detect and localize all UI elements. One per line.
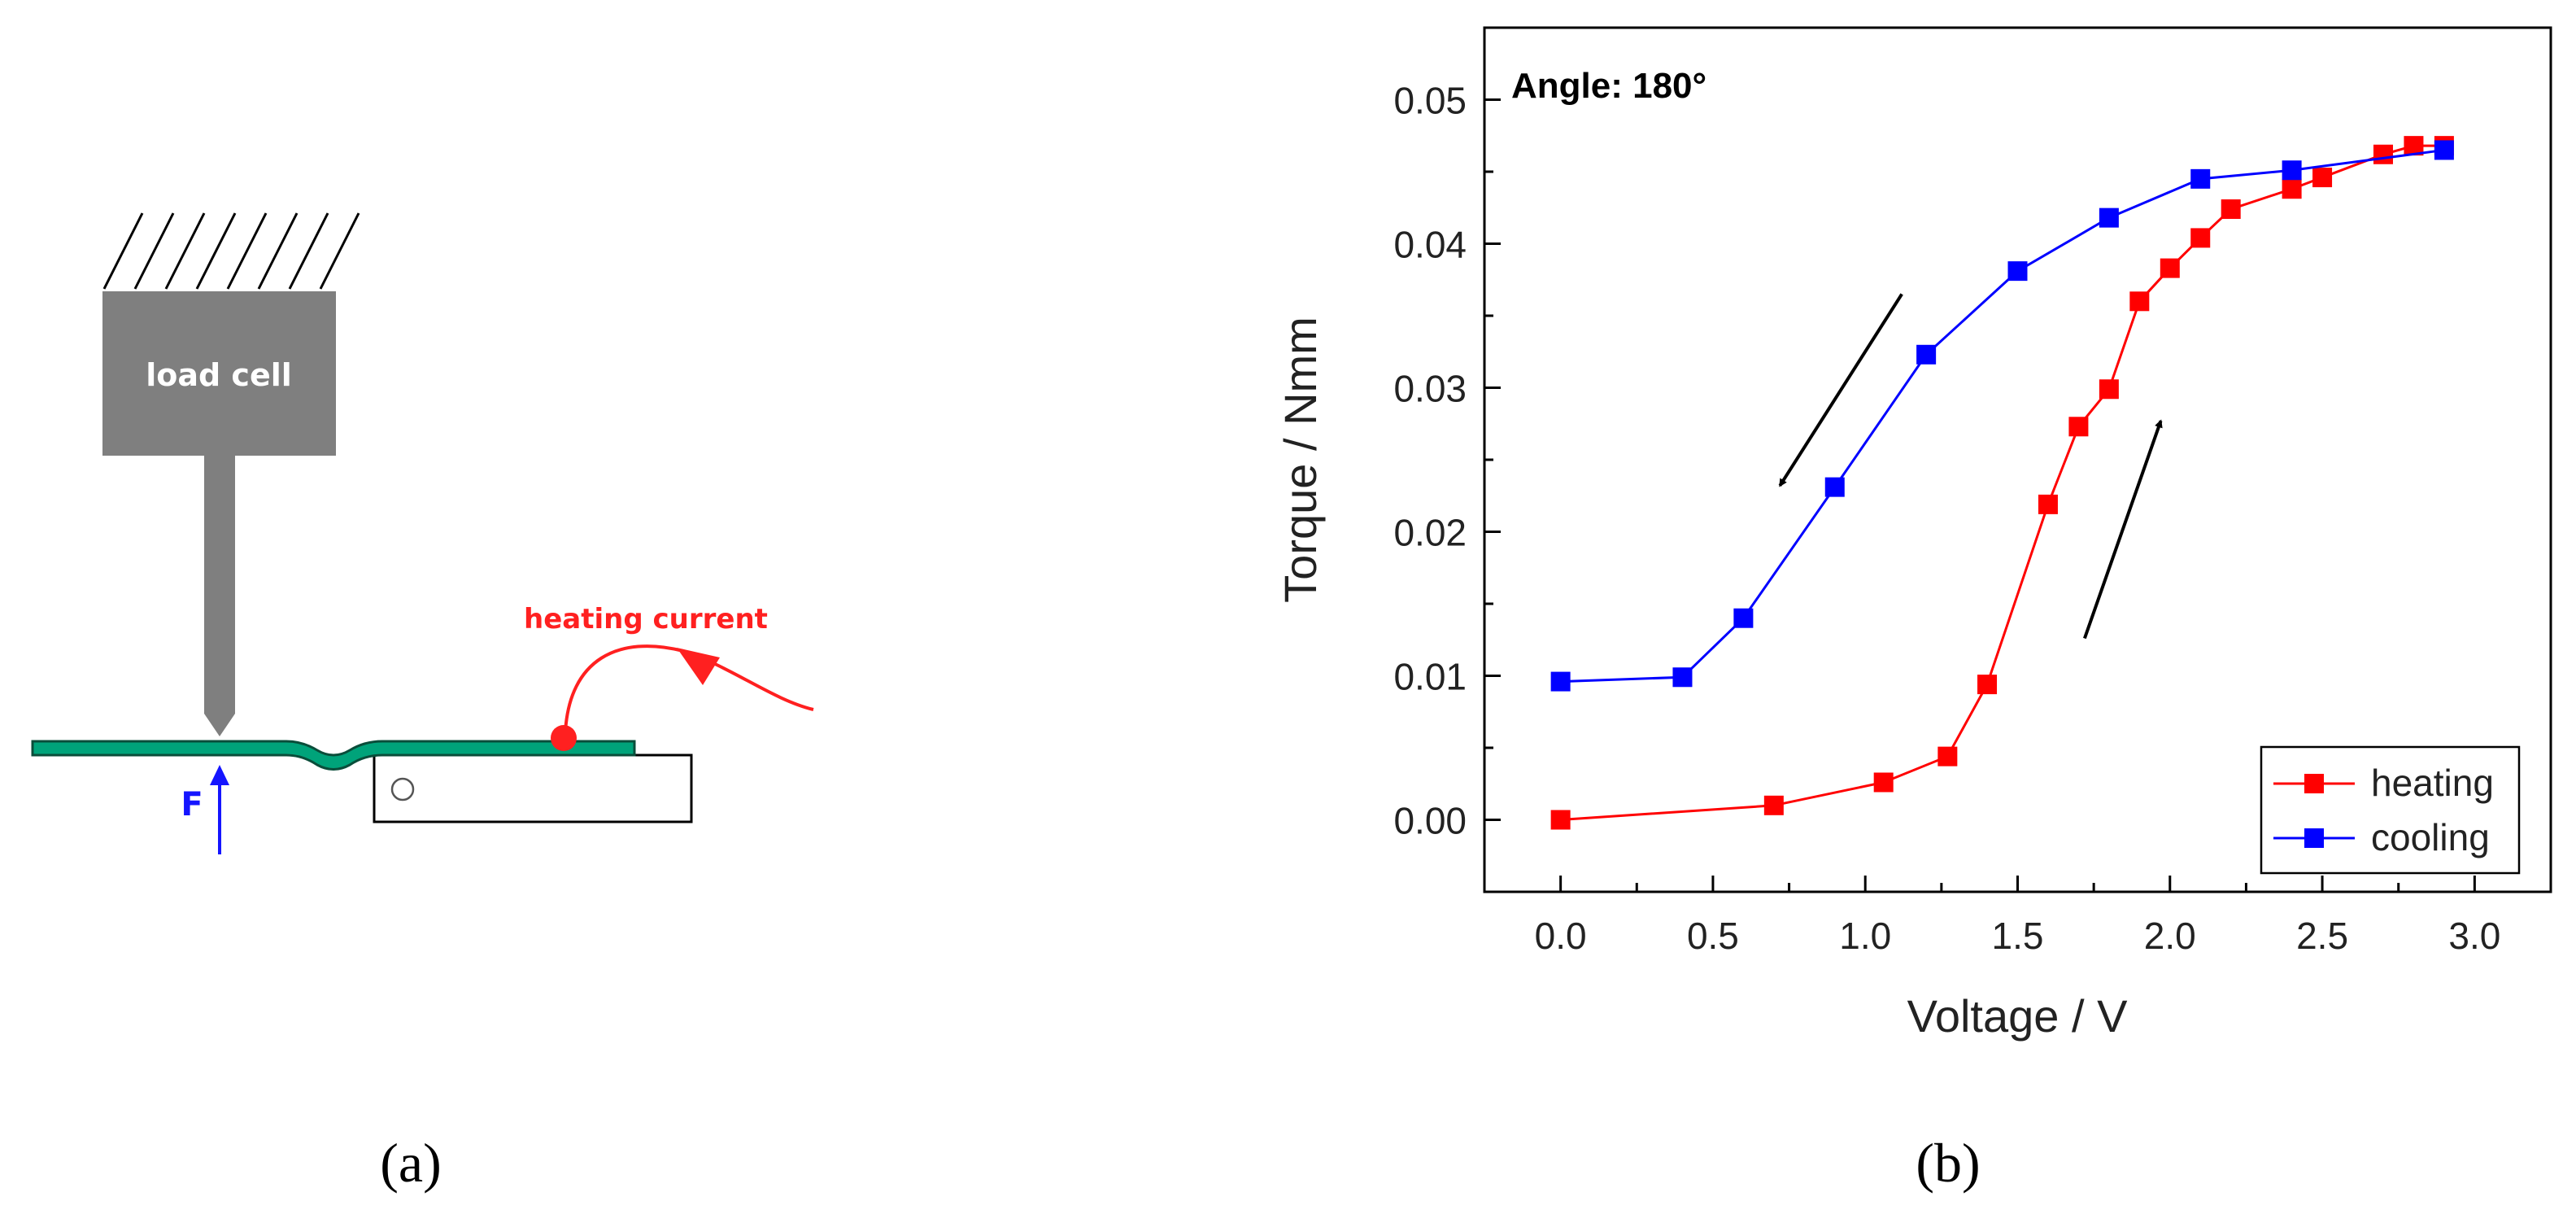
support-block (373, 753, 693, 823)
heating-point (2190, 228, 2211, 248)
heating-point (2129, 291, 2150, 312)
cooling-line (1560, 148, 2445, 684)
heating-point (2160, 258, 2180, 278)
cooling-point (2190, 168, 2211, 189)
cooling-trend-arrow (1778, 293, 1903, 487)
current-arrow-icon (677, 648, 720, 685)
trend-arrows (1778, 293, 2163, 640)
load-cell-box (102, 291, 336, 456)
x-tick-label: 0.5 (1687, 915, 1739, 957)
heating-point (2038, 494, 2058, 514)
legend-heating-label: heating (2371, 762, 2494, 804)
panel-a-schematic: load cell heating current F (a) (31, 212, 814, 1194)
force-arrow-icon (210, 765, 229, 785)
heating-point (2099, 379, 2119, 400)
fixed-support-hatch (102, 212, 360, 290)
cooling-point (2282, 160, 2302, 181)
x-tick-label: 1.0 (1839, 915, 1891, 957)
load-cell-label: load cell (146, 357, 292, 393)
probe-rod (204, 456, 235, 736)
legend-box (2260, 745, 2521, 875)
heating-point (2312, 168, 2333, 188)
heating-point (2221, 199, 2241, 220)
heating-point (1763, 795, 1784, 815)
force-label: F (181, 786, 203, 823)
panel-a-label: (a) (380, 1132, 441, 1194)
y-tick-label: 0.01 (1393, 656, 1467, 698)
panel-b-chart: 0.00 0.01 0.02 0.03 0.04 0.05 0.0 0.5 1.0 1.5 2.0… (1275, 26, 2552, 1194)
cooling-point (2099, 207, 2119, 228)
heating-point (1977, 675, 1998, 695)
heating-trend-arrow (2083, 419, 2163, 640)
y-axis: 0.00 0.01 0.02 0.03 0.04 0.05 (1393, 26, 1501, 893)
actuator-strip (31, 740, 636, 771)
heating-point (2373, 144, 2393, 164)
x-tick-label: 2.5 (2296, 915, 2348, 957)
current-contact (551, 725, 577, 751)
panel-b-label: (b) (1916, 1132, 1980, 1194)
y-tick-label: 0.00 (1393, 800, 1467, 842)
pivot-circle (390, 777, 415, 802)
cooling-point (1672, 667, 1693, 688)
cooling-point (2434, 140, 2454, 160)
x-tick-label: 2.0 (2144, 915, 2196, 957)
cooling-point (1733, 608, 1754, 628)
cooling-point (1550, 671, 1571, 692)
heating-point (2282, 179, 2302, 199)
cooling-point (1916, 344, 1937, 365)
legend: heating cooling (2260, 745, 2521, 875)
y-tick-label: 0.05 (1393, 80, 1467, 122)
x-axis: 0.0 0.5 1.0 1.5 2.0 2.5 3.0 (1483, 876, 2552, 957)
y-tick-label: 0.04 (1393, 224, 1467, 266)
y-tick-label: 0.02 (1393, 512, 1467, 554)
legend-cooling-marker (2304, 828, 2324, 848)
heating-current-label: heating current (524, 603, 768, 636)
cooling-point (1824, 477, 1845, 497)
heating-point (1550, 810, 1571, 830)
y-tick-label: 0.03 (1393, 368, 1467, 410)
x-tick-label: 3.0 (2448, 915, 2500, 957)
chart-annotation: Angle: 180° (1511, 66, 1706, 106)
x-tick-label: 0.0 (1535, 915, 1587, 957)
x-tick-label: 1.5 (1992, 915, 2044, 957)
y-axis-label: Torque / Nmm (1275, 317, 1326, 603)
x-axis-label: Voltage / V (1907, 990, 2129, 1042)
heating-point (1937, 746, 1958, 767)
legend-heating-marker (2304, 774, 2324, 793)
heating-point (2068, 417, 2089, 437)
legend-cooling-label: cooling (2371, 816, 2490, 858)
heating-line (1560, 144, 2444, 821)
cooling-point (2007, 261, 2028, 282)
heating-point (1873, 772, 1894, 793)
series-layer (1550, 136, 2454, 830)
